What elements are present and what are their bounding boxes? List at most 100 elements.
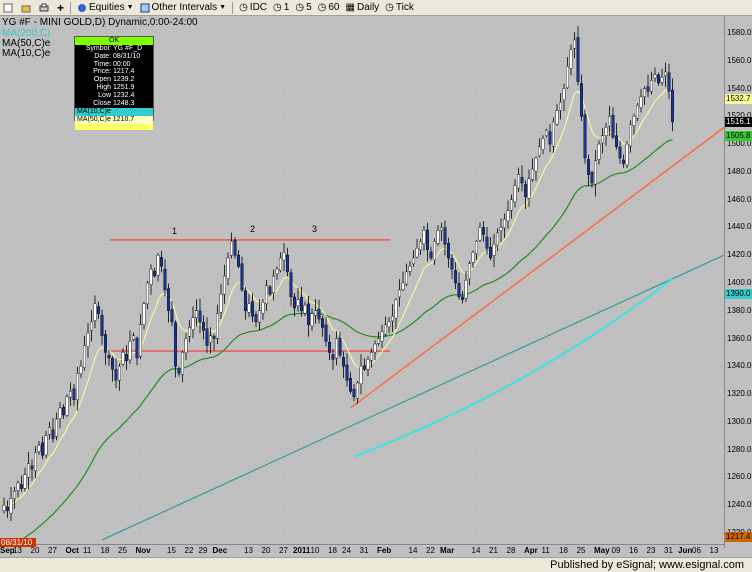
candle-body: [201, 322, 205, 331]
clock-icon: ◷: [295, 2, 305, 13]
candle-body: [149, 268, 153, 285]
candle-body: [562, 88, 566, 101]
candle-body: [524, 184, 528, 198]
data-window[interactable]: OK Symbol: YG #F_D Date: 08/31/10 Time: 00:…: [74, 36, 154, 131]
price-axis-label: 1380.0: [727, 305, 752, 315]
candle-body: [618, 146, 622, 159]
file-icon[interactable]: [0, 1, 18, 15]
price-axis-label: 1320.0: [727, 389, 752, 399]
time-axis-label: 14: [408, 546, 418, 555]
interval-5-button[interactable]: ◷ 5: [292, 1, 314, 15]
candle-body: [632, 116, 636, 126]
candle-body: [541, 138, 545, 150]
candle-body: [468, 263, 472, 280]
interval-60-label: 60: [328, 2, 340, 13]
candle-body: [296, 299, 300, 307]
candle-body: [58, 407, 62, 419]
print-icon[interactable]: [36, 1, 54, 15]
candle-body: [583, 114, 587, 159]
time-axis-label: 06: [692, 546, 701, 555]
other-intervals-dropdown[interactable]: Other Intervals ▼: [137, 1, 230, 15]
candle-body: [597, 143, 601, 160]
time-axis-label: 22: [184, 546, 194, 555]
candle-body: [212, 335, 216, 339]
time-axis-label: 13: [13, 546, 22, 555]
candle-body: [370, 352, 374, 361]
candle-body: [499, 227, 503, 231]
daily-button[interactable]: ▦ Daily: [342, 1, 382, 15]
time-axis[interactable]: Sep 13 20 27 Oct 11 18 25 Nov 15 22 29 Dec 13 20 27 2011…: [0, 544, 724, 556]
candle-body: [653, 74, 657, 79]
candle-body: [226, 257, 230, 279]
candle-body: [100, 314, 104, 336]
candle-body: [79, 366, 83, 374]
candle-body: [639, 96, 643, 108]
dw-row-price: Price: 1217.4: [93, 68, 135, 76]
candle-body: [41, 442, 45, 456]
dw-row-date: Date: 08/31/10: [94, 52, 141, 60]
candle-body: [622, 159, 626, 164]
idc-button[interactable]: ◷ IDC: [236, 1, 270, 15]
candle-body: [415, 248, 419, 258]
candle-body: [671, 89, 675, 123]
data-window-header: OK: [75, 37, 153, 45]
price-axis-label: 1580.0: [727, 28, 752, 37]
candle-body: [236, 254, 240, 267]
other-intervals-label: Other Intervals: [151, 2, 218, 13]
price-axis-label: 1300.0: [727, 416, 752, 426]
candle-body: [377, 338, 381, 344]
candle-body: [594, 160, 598, 185]
dw-row-open: Open 1239.2: [93, 76, 135, 84]
candle-body: [55, 418, 59, 437]
candle-body: [170, 309, 174, 323]
candle-body: [566, 66, 570, 88]
price-axis-label: 1460.0: [727, 194, 752, 204]
tick-label: Tick: [395, 2, 414, 13]
candle-body: [356, 382, 360, 399]
price-axis[interactable]: 1580.0 1560.0 1540.0 1520.0 1500.0 1480.0 1460…: [724, 16, 752, 548]
candle-body: [44, 435, 48, 456]
candle-body: [398, 289, 402, 298]
add-icon[interactable]: +: [57, 0, 65, 15]
candle-body: [436, 230, 440, 244]
equities-dropdown[interactable]: Equities ▼: [74, 1, 137, 15]
tick-button[interactable]: ◷ Tick: [382, 1, 417, 15]
candle-body: [229, 241, 233, 256]
candle-body: [145, 282, 149, 305]
candle-body: [293, 296, 297, 309]
time-axis-label: 25: [118, 546, 127, 555]
candle-body: [587, 159, 591, 175]
candle-body: [254, 314, 258, 323]
open-icon[interactable]: [18, 1, 36, 15]
dw-row-time: Time: 00:00: [93, 60, 131, 68]
candle-body: [68, 391, 72, 398]
price-axis-label: 1480.0: [727, 166, 752, 176]
clock-icon: ◷: [239, 2, 248, 13]
candle-body: [187, 327, 191, 337]
candle-body: [496, 232, 500, 246]
time-axis-label: 13: [244, 546, 253, 555]
candle-body: [250, 301, 254, 317]
candle-body: [23, 474, 27, 489]
chart-title: YG #F - MINI GOLD,D) Dynamic,0:00-24:00: [2, 17, 198, 28]
candle-body: [163, 268, 167, 291]
candle-body: [48, 427, 52, 435]
candle-body: [121, 352, 125, 365]
candle-body: [489, 246, 493, 259]
pattern-label-3: 3: [312, 224, 318, 234]
candle-body: [324, 324, 328, 342]
candle-body: [286, 254, 290, 273]
candle-body: [608, 116, 612, 127]
toolbar: + Equities ▼ Other Intervals ▼ ◷ IDC ◷ 1…: [0, 0, 752, 16]
clock-icon: ◷: [317, 2, 327, 13]
candle-body: [37, 445, 41, 452]
interval-60-button[interactable]: ◷ 60: [315, 1, 343, 15]
price-badge: 1505.8: [725, 131, 752, 142]
interval-1-button[interactable]: ◷ 1: [270, 1, 292, 15]
price-badge: 1532.7: [725, 93, 752, 104]
price-axis-label: 1560.0: [727, 55, 752, 65]
dw-row-low: Low 1232.4: [98, 91, 135, 99]
candle-body: [303, 305, 307, 314]
candle-body: [352, 388, 356, 398]
time-axis-label: Sep: [0, 546, 15, 555]
